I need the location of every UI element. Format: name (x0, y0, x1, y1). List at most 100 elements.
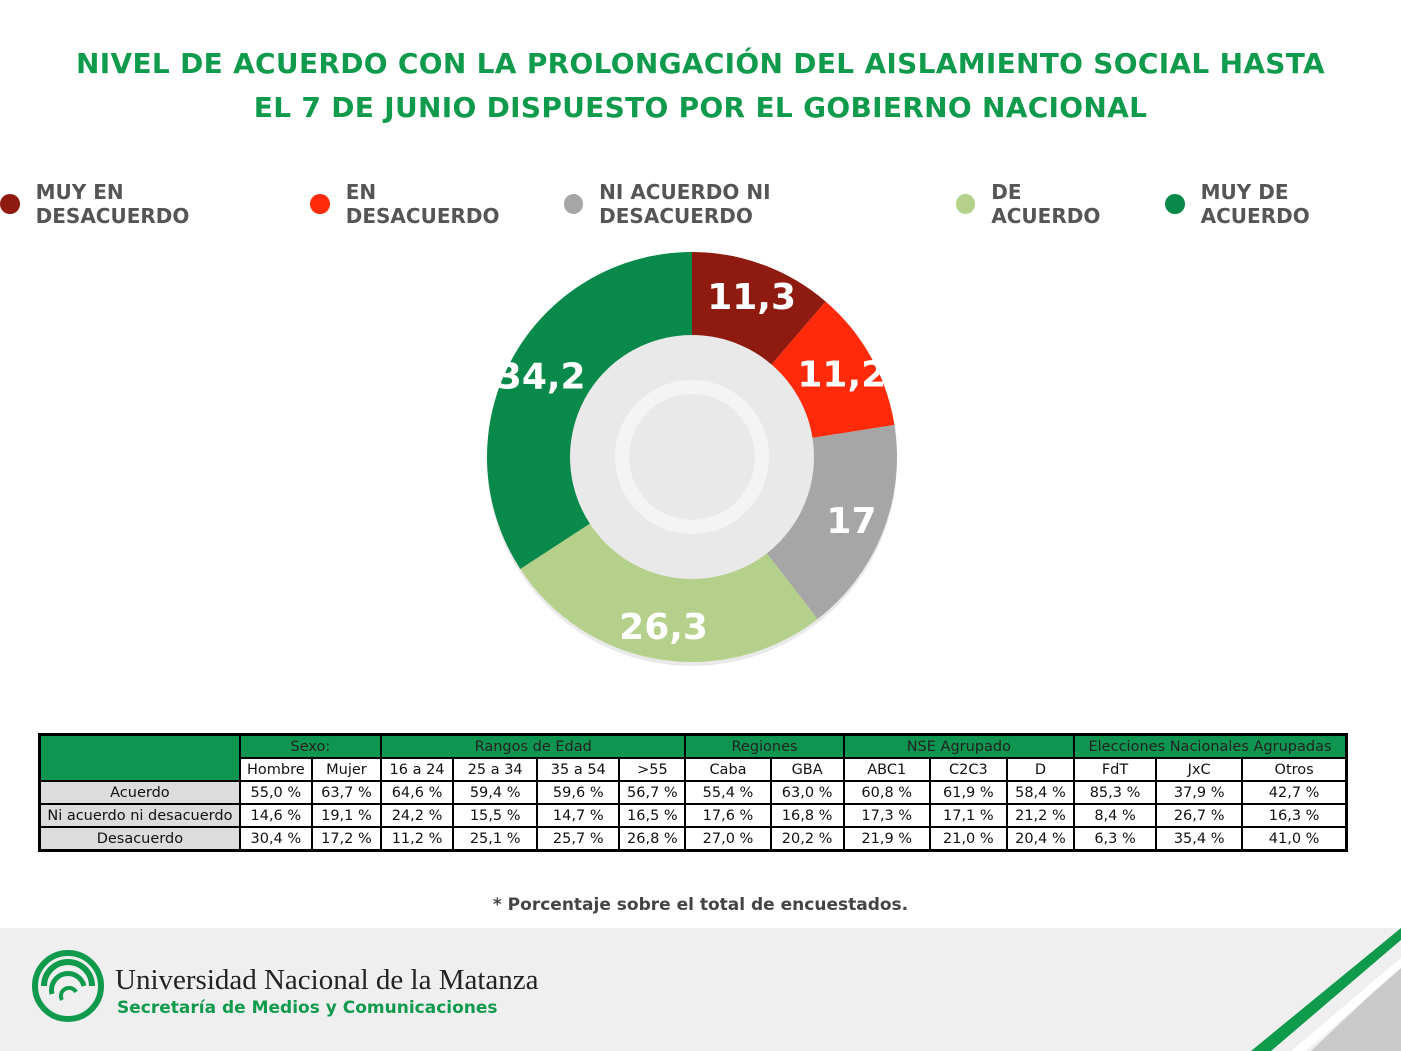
table-cell: 14,7 % (536, 803, 621, 828)
legend-item: MUY DE ACUERDO (1164, 180, 1401, 228)
table-cell: 37,9 % (1155, 780, 1244, 805)
table-column-header: 35 a 54 (536, 757, 621, 782)
chart-title-line-1: NIVEL DE ACUERDO CON LA PROLONGACIÓN DEL… (76, 47, 1325, 80)
table-column-header: Hombre (238, 757, 313, 782)
table-group-header: Elecciones Nacionales Agrupadas (1073, 733, 1348, 759)
table-column-header: Caba (684, 757, 772, 782)
table-column-header: Mujer (310, 757, 383, 782)
donut-slice (766, 424, 898, 619)
legend-item: MUY EN DESACUERDO (0, 180, 280, 228)
donut-slice (487, 252, 692, 570)
legend-swatch (310, 194, 330, 214)
legend-swatch (563, 194, 584, 214)
table-cell: 60,8 % (842, 780, 931, 805)
donut-slice (520, 523, 818, 662)
table-cell: 21,0 % (928, 826, 1008, 852)
table-group-header: Regiones (684, 733, 845, 759)
table-cell: 42,7 % (1241, 780, 1348, 805)
table-column-header: 16 a 24 (379, 757, 455, 782)
table-cell: 55,0 % (238, 780, 313, 805)
table-row-label: Acuerdo (38, 780, 241, 805)
table-column-header: FdT (1072, 757, 1158, 782)
legend-label: EN DESACUERDO (345, 180, 500, 228)
chart-title: NIVEL DE ACUERDO CON LA PROLONGACIÓN DEL… (0, 42, 1401, 130)
table-column-header: 25 a 34 (452, 757, 539, 782)
table-cell: 20,4 % (1005, 826, 1076, 852)
table-cell: 41,0 % (1241, 826, 1348, 852)
table-column-header: JxC (1155, 757, 1244, 782)
table-cell: 19,1 % (310, 803, 383, 828)
table-cell: 15,5 % (452, 803, 539, 828)
table-header-row: Sexo: Rangos de Edad Regiones NSE Agrupado E… (38, 733, 1348, 782)
table-cell: 26,8 % (618, 826, 687, 852)
table-cell: 21,9 % (842, 826, 931, 852)
footnote: * Porcentaje sobre el total de encuestad… (492, 895, 909, 915)
table-cell: 27,0 % (684, 826, 772, 852)
table-column-header: >55 (618, 757, 687, 782)
table-row: Desacuerdo 30,4 % 17,2 % 11,2 % 25,1 % 25,7 %… (38, 826, 1348, 852)
table-cell: 14,6 % (238, 803, 313, 828)
table-cell: 63,0 % (769, 780, 845, 805)
table-cell: 26,7 % (1155, 803, 1244, 828)
legend-item: NI ACUERDO NI DESACUERDO (563, 180, 926, 228)
table-corner-cell (38, 733, 241, 782)
table-column-header: Otros (1241, 757, 1348, 782)
table-cell: 30,4 % (238, 826, 313, 852)
table-row: Acuerdo 55,0 % 63,7 % 64,6 % 59,4 % 59,6 % 56,… (38, 780, 1348, 805)
chart-legend: MUY EN DESACUERDO EN DESACUERDO NI ACUERDO… (0, 180, 1401, 228)
table-column-header: C2C3 (928, 757, 1008, 782)
legend-swatch (0, 194, 20, 214)
legend-item: DE ACUERDO (955, 180, 1135, 228)
table-cell: 21,2 % (1005, 803, 1076, 828)
table-group-header: Sexo: (238, 733, 383, 759)
slice-data-label: 17 (826, 501, 876, 542)
slice-data-label: 26,3 (619, 607, 708, 648)
table-cell: 56,7 % (618, 780, 687, 805)
donut-slice (692, 252, 826, 365)
slice-data-label: 11,2 (797, 354, 886, 395)
table-cell: 24,2 % (379, 803, 455, 828)
table-cell: 16,5 % (618, 803, 687, 828)
decorative-stripes (1251, 928, 1401, 1051)
table-cell: 25,1 % (452, 826, 539, 852)
table-row-label: Desacuerdo (38, 826, 241, 852)
table-cell: 17,6 % (684, 803, 772, 828)
table-cell: 20,2 % (769, 826, 845, 852)
unlam-logo-icon (32, 950, 104, 1022)
table-subheader-row: Hombre Mujer 16 a 24 25 a 34 35 a 54 >55 Caba G… (40, 757, 1348, 782)
table-cell: 58,4 % (1005, 780, 1076, 805)
table-cell: 8,4 % (1072, 803, 1158, 828)
legend-swatch (955, 194, 976, 214)
watermark-icon (615, 380, 769, 534)
crosstab-table-wrapper: Sexo: Rangos de Edad Regiones NSE Agrupado E… (38, 733, 1348, 852)
department-name: Secretaría de Medios y Comunicaciones (117, 998, 498, 1018)
table-cell: 11,2 % (379, 826, 455, 852)
table-row: Ni acuerdo ni desacuerdo 14,6 % 19,1 % 24,2… (38, 803, 1348, 828)
legend-label: MUY EN DESACUERDO (35, 180, 190, 228)
table-cell: 17,3 % (842, 803, 931, 828)
legend-swatch (1164, 194, 1185, 214)
chart-title-line-2: EL 7 DE JUNIO DISPUESTO POR EL GOBIERNO … (253, 91, 1148, 124)
university-name: Universidad Nacional de la Matanza (115, 964, 539, 996)
table-column-header: GBA (769, 757, 845, 782)
table-column-header: D (1005, 757, 1076, 782)
table-cell: 64,6 % (379, 780, 455, 805)
table-group-header: Rangos de Edad (379, 733, 687, 759)
legend-label: MUY DE ACUERDO (1200, 180, 1310, 228)
table-cell: 16,3 % (1241, 803, 1348, 828)
crosstab-table: Sexo: Rangos de Edad Regiones NSE Agrupado E… (38, 733, 1348, 852)
table-cell: 59,4 % (452, 780, 539, 805)
table-cell: 35,4 % (1155, 826, 1244, 852)
table-cell: 6,3 % (1072, 826, 1158, 852)
table-cell: 17,1 % (928, 803, 1008, 828)
table-cell: 61,9 % (928, 780, 1008, 805)
table-cell: 63,7 % (310, 780, 383, 805)
donut-slice (771, 301, 895, 438)
table-cell: 59,6 % (536, 780, 621, 805)
table-row-label: Ni acuerdo ni desacuerdo (38, 803, 241, 828)
legend-label: DE ACUERDO (991, 180, 1101, 228)
table-group-header: NSE Agrupado (842, 733, 1076, 759)
table-column-header: ABC1 (842, 757, 931, 782)
slice-data-label: 34,2 (497, 356, 586, 397)
table-cell: 85,3 % (1072, 780, 1158, 805)
